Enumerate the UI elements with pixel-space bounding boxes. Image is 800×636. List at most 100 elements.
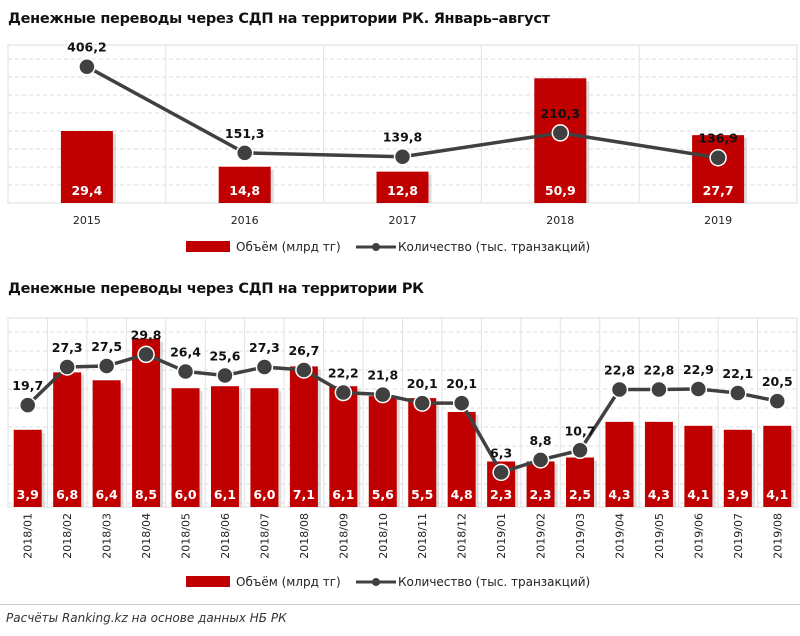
bar-label-2019/07: 3,9: [727, 487, 749, 502]
bar-2018/10: [368, 396, 397, 507]
point-2018/07: [255, 358, 274, 376]
point-label-2019: 136,9: [698, 131, 738, 146]
point-label-2019/02: 8,8: [529, 433, 551, 448]
chart1-title: Денежные переводы через СДП на территори…: [8, 11, 550, 27]
bar-2019/03: [566, 457, 595, 507]
point-2017: [393, 147, 412, 166]
bar-2018/06: [210, 386, 239, 507]
x-tick-2019/06: 2019/06: [692, 513, 705, 559]
x-tick-2018: 2018: [546, 214, 574, 227]
point-2019/08: [768, 392, 787, 410]
bar-label-2018/01: 3,9: [17, 487, 39, 502]
bar-label-2018/11: 5,5: [411, 487, 433, 502]
x-tick-2019/01: 2019/01: [495, 513, 508, 559]
x-tick-2019/07: 2019/07: [732, 513, 745, 559]
bar-label-2018: 50,9: [545, 183, 576, 198]
point-label-2018/10: 21,8: [367, 368, 398, 383]
x-tick-2018/01: 2018/01: [22, 513, 35, 559]
point-2018/09: [334, 383, 353, 402]
point-label-2019/08: 20,5: [762, 374, 793, 389]
bar-label-2019/04: 4,3: [608, 487, 630, 502]
bar-label-2019/06: 4,1: [687, 487, 709, 502]
bar-2018/01: [13, 429, 42, 507]
point-2018: [551, 124, 570, 142]
x-tick-2019/02: 2019/02: [535, 513, 548, 559]
chart1-legend-line-marker: [372, 243, 380, 251]
point-label-2018/05: 26,4: [170, 344, 201, 359]
point-label-2018/02: 27,3: [52, 340, 83, 355]
x-tick-2016: 2016: [231, 214, 259, 227]
point-2018/06: [216, 366, 234, 385]
point-2019/03: [571, 441, 589, 460]
x-tick-2018/09: 2018/09: [337, 513, 350, 559]
x-tick-2018/02: 2018/02: [61, 513, 74, 559]
bar-2018/05: [171, 388, 200, 507]
point-label-2019/05: 22,8: [644, 363, 675, 378]
point-label-2018: 210,3: [541, 106, 581, 121]
point-label-2019/07: 22,1: [722, 366, 753, 381]
point-label-2019/04: 22,8: [604, 363, 635, 378]
bar-label-2019/03: 2,5: [569, 487, 591, 502]
chart2-legend-line-marker: [372, 578, 380, 586]
x-tick-2018/04: 2018/04: [140, 513, 153, 559]
point-label-2018/03: 27,5: [91, 339, 122, 354]
point-2018/03: [97, 357, 116, 375]
bar-2018/03: [92, 380, 121, 507]
bar-2018/02: [53, 372, 82, 507]
point-label-2018/01: 19,7: [12, 378, 43, 393]
point-label-2018/06: 25,6: [210, 348, 241, 363]
bar-2018/09: [329, 386, 358, 507]
bar-2018/07: [250, 388, 279, 507]
point-2019/05: [650, 380, 668, 399]
bar-2018/04: [132, 338, 161, 507]
bar-label-2016: 14,8: [229, 183, 260, 198]
x-tick-2018/11: 2018/11: [416, 513, 429, 559]
point-2015: [78, 57, 96, 76]
chart2-title: Денежные переводы через СДП на территори…: [8, 281, 424, 297]
point-label-2017: 139,8: [383, 130, 423, 145]
point-label-2018/09: 22,2: [328, 366, 359, 381]
point-2018/10: [374, 385, 392, 404]
point-2019/04: [610, 380, 629, 399]
bar-2019/08: [763, 425, 792, 507]
chart1-legend-line-label: Количество (тыс. транзакций): [398, 240, 590, 254]
x-tick-2017: 2017: [389, 214, 417, 227]
point-2019: [709, 148, 727, 167]
point-label-2019/03: 10,7: [565, 423, 596, 438]
x-tick-2019/08: 2019/08: [771, 513, 784, 559]
point-2018/04: [137, 345, 155, 364]
bar-2019/06: [684, 425, 713, 507]
x-tick-2018/06: 2018/06: [219, 513, 232, 559]
bar-2019/02: [526, 461, 555, 507]
point-label-2018/08: 26,7: [288, 343, 319, 358]
x-tick-2019: 2019: [704, 214, 732, 227]
point-2019/07: [729, 384, 747, 402]
point-2016: [235, 144, 254, 162]
bar-label-2019/02: 2,3: [529, 487, 551, 502]
point-2019/06: [689, 380, 708, 398]
x-tick-2018/07: 2018/07: [258, 513, 271, 559]
bar-label-2018/02: 6,8: [56, 487, 78, 502]
bar-label-2018/10: 5,6: [372, 487, 394, 502]
bar-2016: [218, 166, 271, 203]
x-tick-2019/05: 2019/05: [653, 513, 666, 559]
bar-2019/05: [644, 421, 673, 507]
bar-2017: [376, 171, 429, 203]
bar-label-2018/06: 6,1: [214, 487, 236, 502]
chart2-legend-bar-swatch: [186, 576, 230, 587]
point-label-2018/04: 29,8: [131, 327, 162, 342]
point-label-2018/07: 27,3: [249, 340, 280, 355]
bar-2015: [60, 130, 113, 203]
chart2-legend-bar-label: Объём (млрд тг): [236, 575, 341, 589]
bar-2019/04: [605, 421, 634, 507]
bar-label-2018/09: 6,1: [332, 487, 354, 502]
x-tick-2019/03: 2019/03: [574, 513, 587, 559]
x-tick-2018/10: 2018/10: [377, 513, 390, 559]
chart2-legend-line-label: Количество (тыс. транзакций): [398, 575, 590, 589]
point-2019/02: [531, 451, 550, 469]
bar-label-2017: 12,8: [387, 183, 418, 198]
point-2018/05: [176, 362, 195, 381]
bar-2018/12: [447, 411, 476, 507]
